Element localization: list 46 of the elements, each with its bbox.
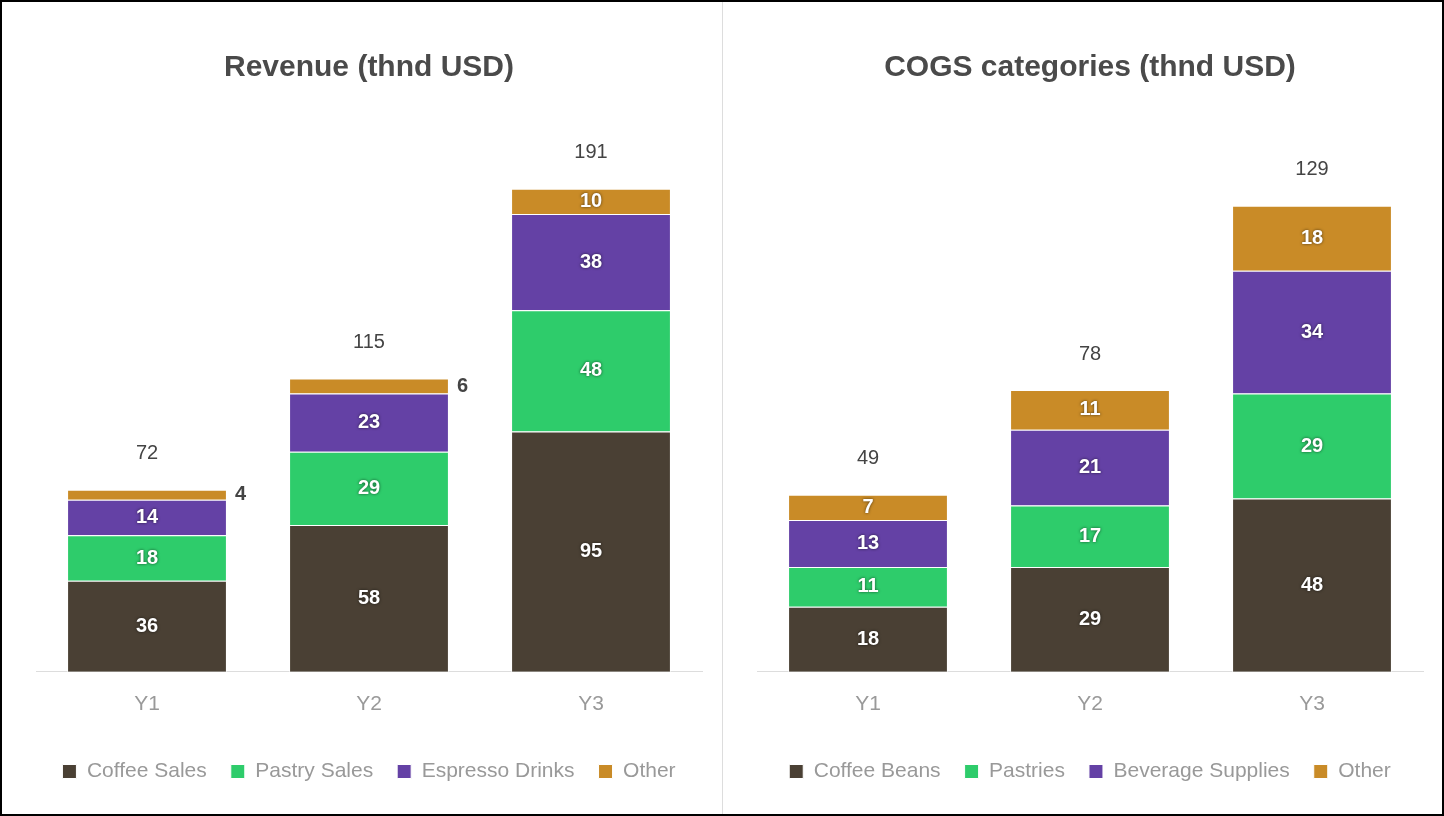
chart-title: Revenue (thnd USD) (223, 49, 515, 83)
legend-label: Coffee Beans (813, 758, 941, 782)
data-label: 4 (234, 482, 247, 505)
total-label: 49 (856, 446, 880, 469)
data-label: 21 (1078, 455, 1102, 478)
x-tick-label: Y1 (855, 691, 881, 715)
legend-label: Other (623, 758, 676, 782)
data-label: 58 (357, 585, 381, 608)
legend-label: Beverage Supplies (1113, 758, 1290, 782)
data-label: 18 (856, 626, 880, 649)
chart-title: COGS categories (thnd USD) (884, 49, 1296, 83)
data-label: 38 (579, 249, 603, 272)
x-tick-label: Y2 (356, 691, 382, 715)
data-label: 7 (862, 494, 874, 517)
x-tick-label: Y1 (134, 691, 160, 715)
data-label: 48 (1300, 572, 1324, 595)
data-label: 10 (579, 188, 603, 211)
data-label: 29 (1078, 606, 1102, 629)
x-tick-label: Y3 (578, 691, 604, 715)
data-label: 36 (135, 613, 159, 636)
data-label: 17 (1078, 523, 1102, 546)
data-label: 11 (857, 574, 879, 597)
data-label: 95 (579, 539, 603, 562)
total-label: 191 (574, 140, 608, 163)
total-label: 72 (135, 441, 159, 464)
legend-label: Other (1338, 758, 1391, 782)
x-tick-label: Y2 (1077, 691, 1103, 715)
data-label: 34 (1300, 319, 1324, 342)
legend-label: Pastries (989, 758, 1065, 782)
data-label: 14 (135, 505, 159, 528)
data-label: 48 (579, 358, 603, 381)
total-label: 129 (1295, 157, 1329, 180)
x-tick-label: Y3 (1299, 691, 1325, 715)
legend-label: Coffee Sales (86, 758, 207, 782)
data-label: 29 (1300, 433, 1324, 456)
total-label: 78 (1078, 341, 1102, 364)
data-label: 18 (135, 545, 159, 568)
data-label: 11 (1079, 397, 1101, 420)
data-label: 6 (456, 373, 469, 396)
total-label: 115 (353, 329, 385, 352)
data-label: 18 (1300, 225, 1324, 248)
data-label: 23 (357, 410, 381, 433)
data-label: 13 (856, 531, 880, 554)
data-label: 29 (357, 475, 381, 498)
legend-label: Espresso Drinks (421, 758, 575, 782)
legend-label: Pastry Sales (255, 758, 374, 782)
